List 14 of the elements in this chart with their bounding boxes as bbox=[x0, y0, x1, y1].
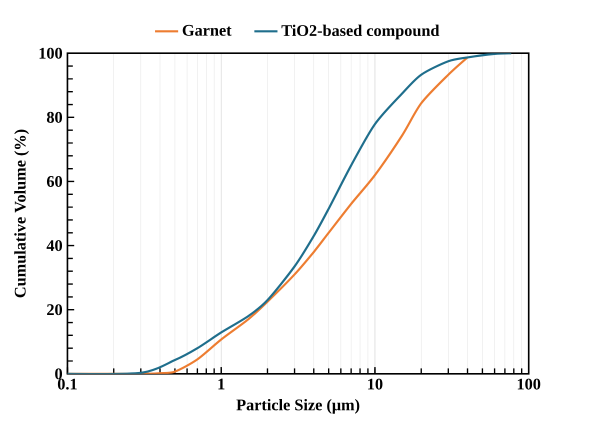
x-tick-label: 100 bbox=[518, 378, 540, 390]
x-axis-title: Particle Size (μm) bbox=[236, 398, 360, 414]
y-tick-label: 20 bbox=[47, 304, 62, 316]
x-tick-label: 0.1 bbox=[58, 378, 77, 390]
y-tick-label: 60 bbox=[46, 176, 62, 187]
y-axis-title: Cumulative Volume (%) bbox=[14, 130, 29, 298]
y-tick-label: 100 bbox=[40, 48, 62, 59]
legend-label: Garnet bbox=[182, 24, 232, 36]
y-tick-label: 40 bbox=[46, 240, 62, 252]
x-tick-label: 1 bbox=[218, 378, 224, 390]
x-tick-label: 10 bbox=[368, 378, 382, 390]
legend-label: TiO2-based compound bbox=[282, 24, 440, 40]
y-tick-label: 0 bbox=[55, 368, 62, 380]
y-tick-label: 80 bbox=[46, 112, 62, 123]
